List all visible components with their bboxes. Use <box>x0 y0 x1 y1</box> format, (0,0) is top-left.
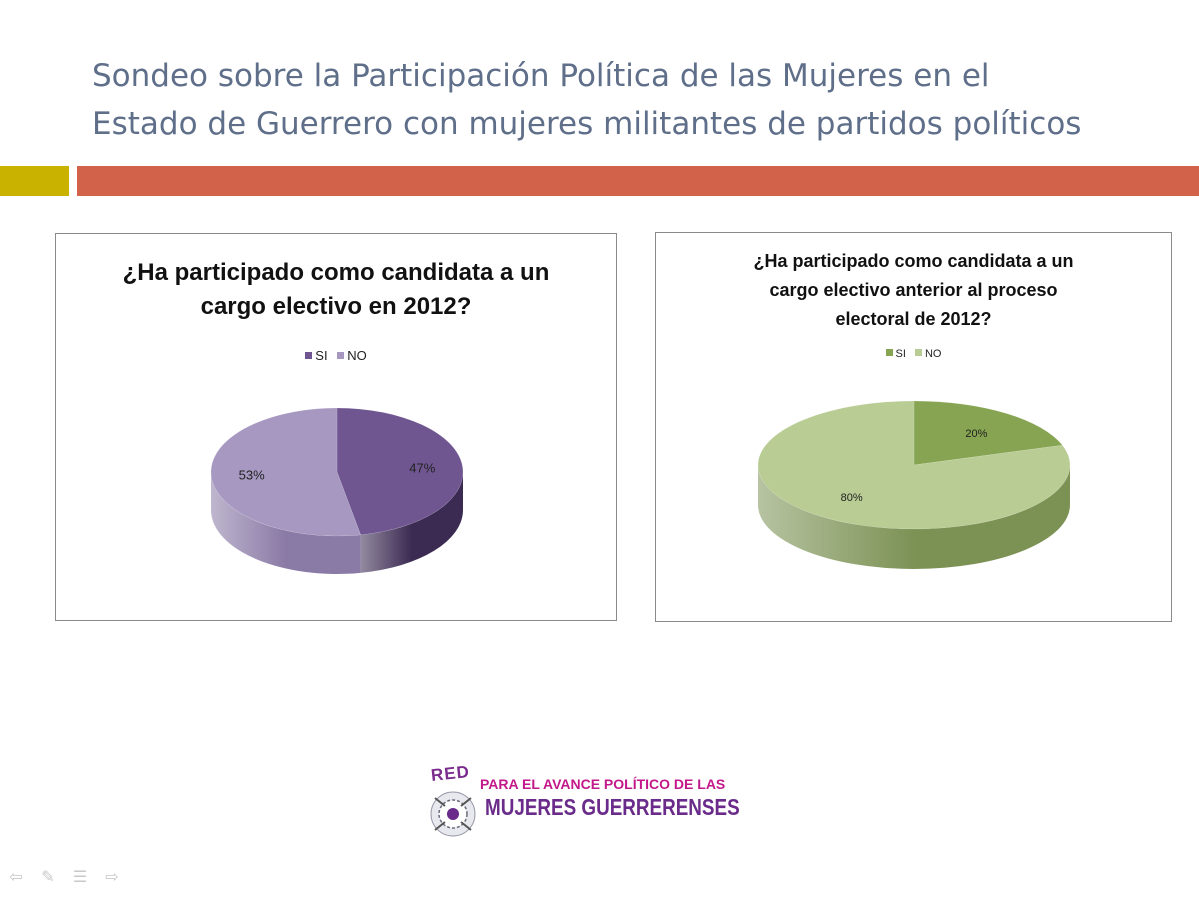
pie-side-no <box>758 465 1070 569</box>
next-arrow-icon[interactable]: ⇨ <box>105 869 119 886</box>
legend-swatch-si <box>885 349 893 356</box>
legend-item-si: SI <box>305 348 328 363</box>
chart-legend: SI NO <box>56 348 616 363</box>
logo-line2: MUJERES GUERRERENSES <box>485 794 740 820</box>
pie-chart-before-2012-plot: 20% 80% <box>757 400 1071 569</box>
chart-title-line3: electoral de 2012? <box>835 309 992 329</box>
logo-red-text: RED <box>430 762 471 785</box>
slide-navigation: ⇦ ✎ ☰ ⇨ <box>6 868 134 890</box>
pen-icon[interactable]: ✎ <box>41 869 55 886</box>
pie-slice-no <box>757 400 1071 530</box>
pie-side-si <box>360 472 463 573</box>
legend-item-no: NO <box>914 348 942 360</box>
legend-item-si: SI <box>885 348 906 360</box>
pie-slice-si <box>913 400 1063 466</box>
slide-title: Sondeo sobre la Participación Política d… <box>92 52 1172 148</box>
pie-slice-no <box>210 407 361 537</box>
legend-swatch-no <box>914 349 922 356</box>
slice-label-no: 80% <box>841 492 863 504</box>
slice-label-no: 53% <box>239 468 265 483</box>
legend-label-no: NO <box>347 348 367 363</box>
logo-emblem-icon <box>430 791 476 837</box>
chart-title-line2: cargo electivo en 2012? <box>200 293 472 320</box>
legend-swatch-si <box>305 352 313 359</box>
chart-title: ¿Ha participado como candidata a un carg… <box>56 256 616 324</box>
chart-title: ¿Ha participado como candidata a un carg… <box>656 247 1171 334</box>
slice-label-si: 47% <box>409 460 435 475</box>
chart-title-line2: cargo electivo anterior al proceso <box>769 280 1058 300</box>
menu-icon[interactable]: ☰ <box>72 869 88 886</box>
chart-title-line1: ¿Ha participado como candidata a un <box>753 251 1074 271</box>
pie-chart-2012: 47% 53% ¿Ha participado como candidata a … <box>55 233 617 621</box>
red-mujeres-guerrerenses-logo: RED PARA EL AVANCE POLÍTICO DE LAS MUJER… <box>425 762 740 842</box>
previous-arrow-icon[interactable]: ⇦ <box>9 869 23 886</box>
legend-item-no: NO <box>337 348 367 363</box>
accent-bar-left <box>0 166 69 196</box>
pie-slice-si <box>336 407 464 536</box>
accent-bar-right <box>77 166 1199 196</box>
slide-title-line1: Sondeo sobre la Participación Política d… <box>92 58 990 94</box>
pie-side-no <box>211 472 361 574</box>
pie-chart-before-2012: 20% 80% ¿Ha participado como candidata a … <box>655 232 1172 622</box>
slide-title-line2: Estado de Guerrero con mujeres militante… <box>92 106 1082 142</box>
slice-label-si: 20% <box>965 428 987 440</box>
legend-label-si: SI <box>895 348 906 360</box>
chart-legend: SI NO <box>656 348 1171 360</box>
legend-label-si: SI <box>315 348 328 363</box>
legend-label-no: NO <box>924 348 942 360</box>
legend-swatch-no <box>337 352 345 359</box>
chart-title-line1: ¿Ha participado como candidata a un <box>122 259 550 286</box>
logo-line1: PARA EL AVANCE POLÍTICO DE LAS <box>480 776 726 792</box>
pie-chart-2012-plot: 47% 53% <box>210 407 464 574</box>
